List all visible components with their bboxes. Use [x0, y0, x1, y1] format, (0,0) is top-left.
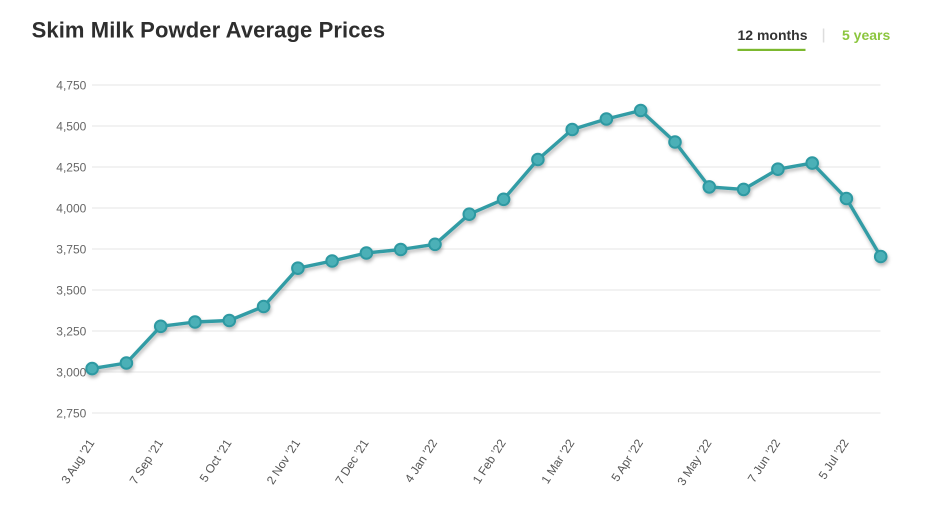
- svg-text:7 Jun ’22: 7 Jun ’22: [745, 436, 783, 485]
- svg-text:4,750: 4,750: [56, 79, 86, 93]
- svg-text:4,250: 4,250: [56, 161, 86, 175]
- svg-text:4,500: 4,500: [56, 120, 86, 134]
- svg-text:4 Jan ’22: 4 Jan ’22: [402, 436, 440, 485]
- svg-text:3 Aug ’21: 3 Aug ’21: [58, 436, 97, 486]
- svg-text:2,750: 2,750: [56, 407, 86, 421]
- svg-text:3 May ’22: 3 May ’22: [674, 436, 714, 488]
- svg-text:2 Nov ’21: 2 Nov ’21: [264, 436, 304, 486]
- svg-text:12 months: 12 months: [738, 27, 808, 43]
- svg-text:1 Mar ’22: 1 Mar ’22: [538, 436, 577, 486]
- svg-text:3,000: 3,000: [56, 366, 86, 380]
- svg-text:5 years: 5 years: [842, 27, 890, 43]
- svg-text:5 Apr ’22: 5 Apr ’22: [608, 436, 646, 484]
- svg-text:4,000: 4,000: [56, 202, 86, 216]
- svg-text:5 Jul ’22: 5 Jul ’22: [816, 436, 852, 481]
- svg-text:3,500: 3,500: [56, 284, 86, 298]
- svg-text:Skim Milk Powder Average Price: Skim Milk Powder Average Prices: [32, 18, 386, 43]
- svg-text:5 Oct ’21: 5 Oct ’21: [197, 436, 235, 484]
- svg-text:3,750: 3,750: [56, 243, 86, 257]
- svg-text:3,250: 3,250: [56, 325, 86, 339]
- svg-text:7 Sep ’21: 7 Sep ’21: [127, 436, 167, 486]
- svg-text:1 Feb ’22: 1 Feb ’22: [470, 436, 509, 486]
- svg-text:7 Dec ’21: 7 Dec ’21: [332, 436, 372, 486]
